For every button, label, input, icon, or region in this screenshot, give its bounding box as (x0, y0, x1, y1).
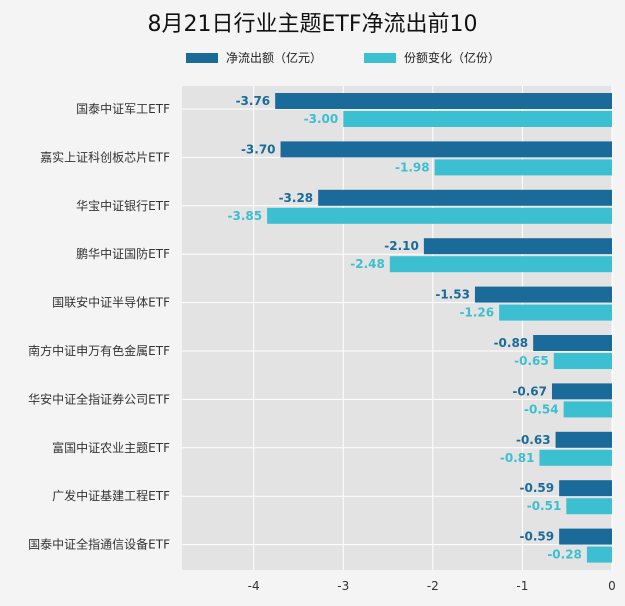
bar-share-change (499, 304, 612, 321)
bar-net-outflow (555, 431, 612, 448)
category-label: 鹏华中证国防ETF (76, 246, 170, 261)
x-tick-label: -3 (337, 579, 349, 593)
data-label-net-outflow: -1.53 (435, 288, 470, 302)
category-label: 国泰中证全指通信设备ETF (28, 537, 170, 552)
bar-net-outflow (474, 286, 612, 303)
data-label-share-change: -1.26 (460, 306, 495, 320)
category-label: 国泰中证军工ETF (76, 101, 170, 116)
x-tick-label: -2 (427, 579, 439, 593)
data-label-share-change: -2.48 (350, 257, 385, 271)
chart-title: 8月21日行业主题ETF净流出前10 (147, 12, 478, 37)
category-label: 嘉实上证科创板芯片ETF (40, 149, 170, 164)
legend-swatch-share-change (364, 52, 397, 63)
bar-share-change (389, 256, 612, 273)
data-label-share-change: -1.98 (395, 160, 430, 174)
bar-net-outflow (533, 335, 612, 351)
data-label-share-change: -0.28 (547, 548, 582, 562)
legend: 净流出额（亿元） 份额变化（亿份） (186, 49, 542, 66)
data-label-net-outflow: -0.59 (520, 481, 555, 495)
bar-net-outflow (559, 528, 612, 545)
data-label-net-outflow: -3.70 (241, 142, 276, 156)
category-label: 华安中证全指证券公司ETF (28, 391, 170, 406)
legend-item-net-outflow: 净流出额（亿元） (186, 49, 322, 66)
category-label: 国联安中证半导体ETF (52, 295, 170, 310)
category-label: 南方中证申万有色金属ETF (28, 343, 170, 358)
legend-label-share-change: 份额变化（亿份） (404, 51, 501, 65)
bar-share-change (539, 449, 612, 466)
data-label-share-change: -3.00 (304, 112, 339, 126)
x-tick-label: 0 (608, 579, 616, 593)
bar-share-change (553, 353, 612, 369)
x-tick-label: -1 (516, 579, 528, 593)
category-label: 广发中证基建工程ETF (52, 488, 170, 503)
bar-share-change (267, 207, 612, 224)
data-label-net-outflow: -2.10 (384, 239, 419, 253)
bar-share-change (434, 159, 612, 176)
data-label-share-change: -0.54 (524, 402, 559, 416)
data-label-share-change: -0.81 (500, 451, 535, 465)
bar-net-outflow (559, 480, 612, 497)
bar-share-change (566, 498, 612, 515)
bar-net-outflow (275, 93, 612, 109)
bar-net-outflow (423, 238, 612, 255)
data-label-net-outflow: -0.63 (516, 433, 551, 447)
legend-item-share-change: 份额变化（亿份） (364, 49, 500, 66)
data-label-net-outflow: -0.67 (512, 384, 547, 398)
data-label-share-change: -0.65 (514, 354, 549, 368)
data-label-net-outflow: -0.88 (494, 336, 529, 350)
bar-share-change (563, 401, 612, 418)
bar-share-change (586, 546, 612, 563)
bar-share-change (343, 111, 612, 127)
category-label: 华宝中证银行ETF (76, 198, 170, 213)
data-label-share-change: -3.85 (228, 209, 263, 223)
data-label-net-outflow: -3.76 (236, 94, 271, 108)
data-label-share-change: -0.51 (527, 499, 562, 513)
legend-swatch-net-outflow (186, 52, 218, 63)
bar-net-outflow (318, 189, 612, 206)
plot-background (182, 86, 612, 570)
data-label-net-outflow: -0.59 (520, 530, 555, 544)
category-label: 富国中证农业主题ETF (52, 440, 170, 455)
x-tick-label: -4 (248, 579, 260, 593)
legend-label-net-outflow: 净流出额（亿元） (226, 51, 323, 65)
bar-net-outflow (551, 383, 612, 400)
bar-net-outflow (280, 141, 612, 158)
data-label-net-outflow: -3.28 (279, 191, 314, 205)
